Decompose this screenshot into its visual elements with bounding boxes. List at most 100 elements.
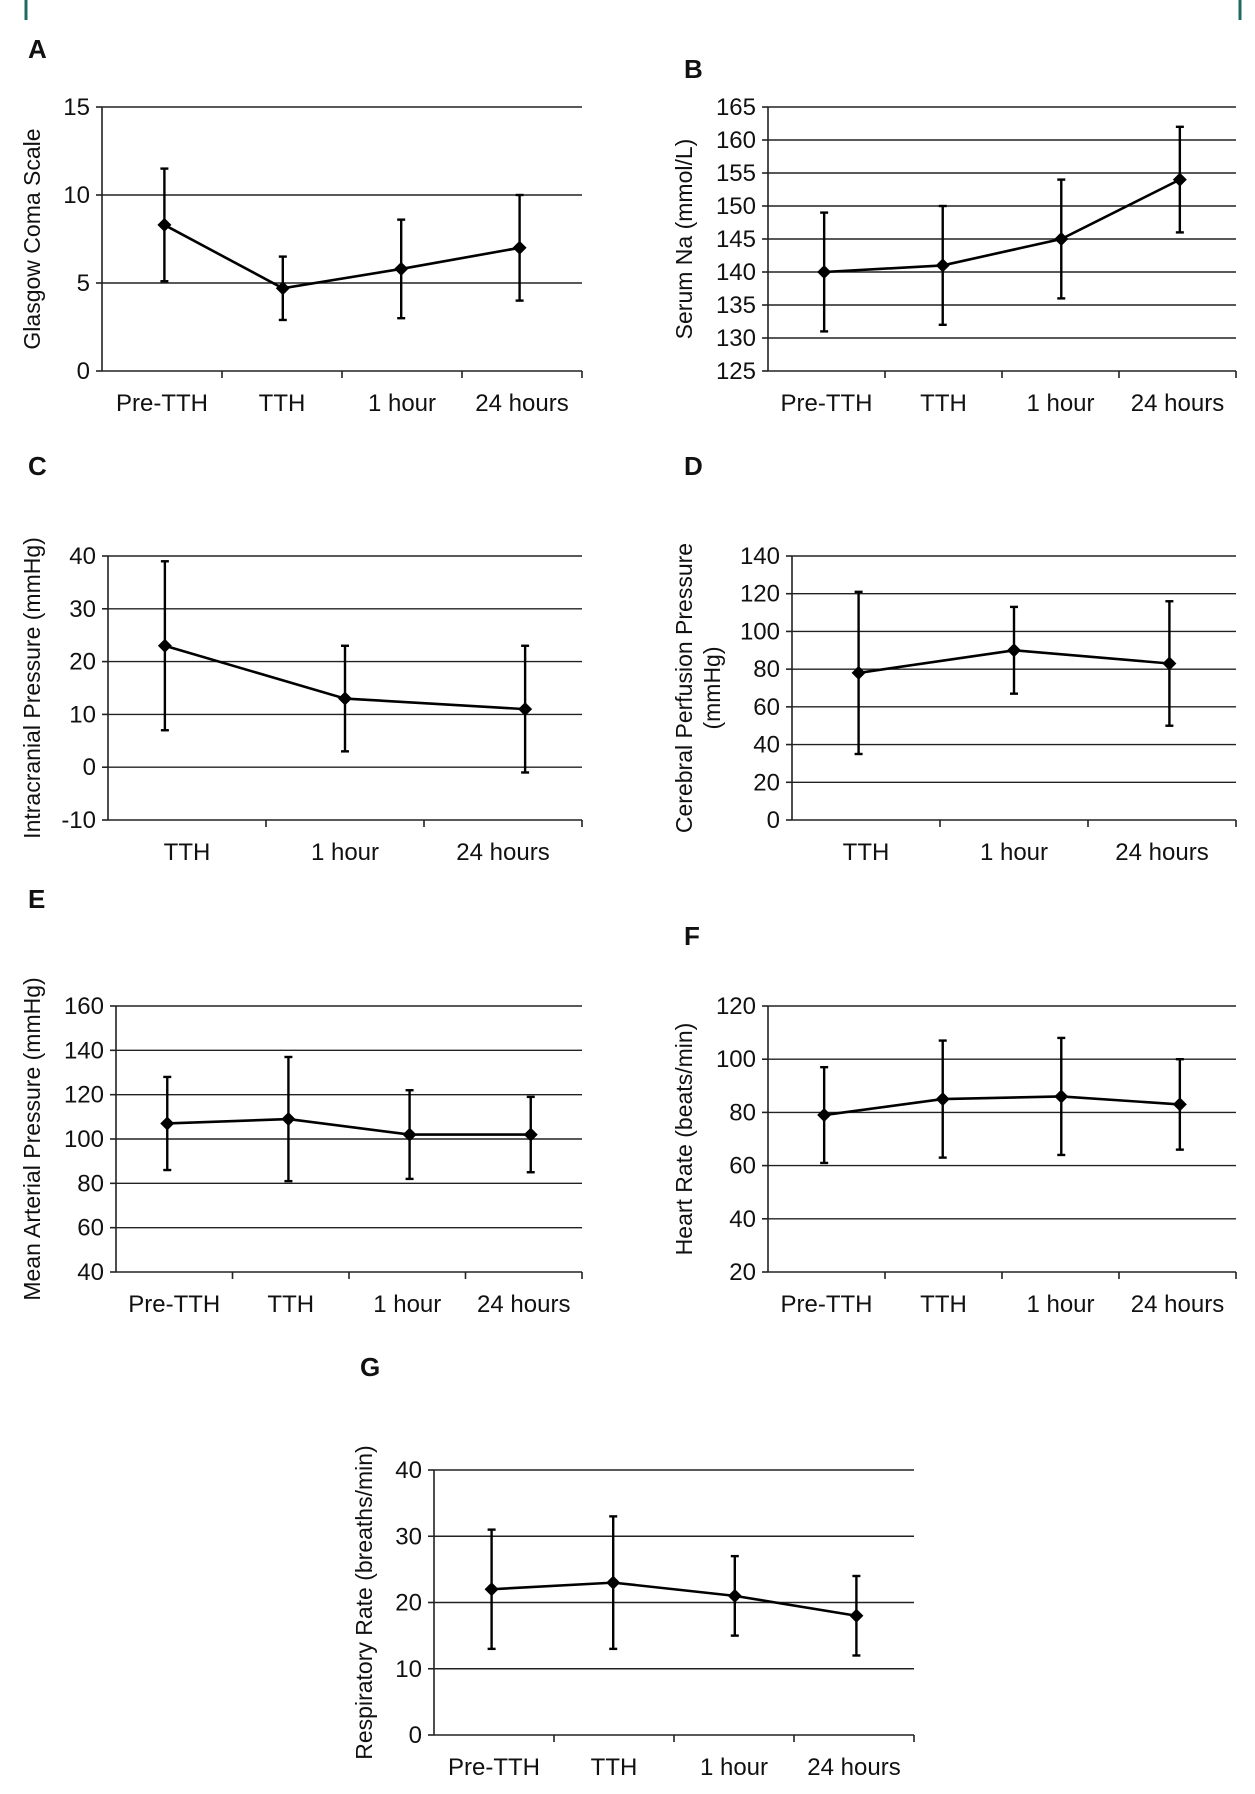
y-tick-label: 140 [740,543,780,570]
panel-c: C -10 0 10 20 30 40 TTH 1 hour 24 hours Intracrani… [19,451,583,866]
x-tick-label: 1 hour [980,839,1048,866]
data-point-marker [1054,232,1069,246]
y-tick-label: 40 [753,732,780,759]
data-point-marker [727,1588,742,1603]
data-point-marker [817,1108,832,1123]
data-point-marker [1162,656,1177,671]
x-tick-label: 1 hour [373,1291,441,1318]
y-tick-label: 40 [395,1457,422,1484]
y-tick-label: 20 [729,1259,756,1286]
data-point-marker [394,261,409,276]
y-tick-label: 140 [716,259,756,286]
y-axis-title: (mmHg) [699,646,725,729]
x-tick-label: TTH [920,390,967,417]
series-line [167,1117,531,1136]
panel-d: D 0 20 40 60 80 100 120 140 TTH 1 hour 24 hours Cere… [671,451,1237,866]
series-line [491,1581,857,1618]
x-tick-label: 1 hour [1026,1291,1094,1318]
x-tick-label: TTH [843,839,890,866]
x-tick-label: TTH [164,839,211,866]
x-tick-label: 24 hours [477,1291,570,1318]
x-tick-label: Pre-TTH [128,1291,220,1318]
y-axis-title: Glasgow Coma Scale [19,128,45,349]
y-tick-label: 0 [409,1722,422,1749]
y-tick-label: 60 [77,1215,104,1242]
x-tick-label: 1 hour [1026,390,1094,417]
y-tick-label: 40 [69,543,96,570]
y-tick-label: 165 [716,94,756,121]
x-tick-label: 1 hour [368,390,436,417]
x-tick-label: TTH [259,390,306,417]
panel-e: E 40 60 80 100 120 140 160 Pre-TTH TTH 1 hour 24 ho… [19,884,583,1318]
data-point-marker [817,265,832,279]
x-tick-label: Pre-TTH [448,1754,540,1781]
panel-label-e: E [28,884,45,914]
y-tick-label: 0 [77,358,90,385]
data-point-marker [1007,643,1021,658]
y-tick-label: 145 [716,226,756,253]
data-point-marker [518,702,533,717]
data-point-marker [512,240,527,255]
y-tick-label: 10 [63,182,90,209]
y-tick-label: 130 [716,325,756,352]
y-tick-label: 155 [716,160,756,187]
data-point-marker [523,1127,538,1142]
series-line [823,1095,1180,1117]
y-tick-label: 40 [77,1259,104,1286]
y-axis-title: Heart Rate (beats/min) [671,1023,697,1256]
y-tick-label: 80 [753,656,780,683]
data-point-marker [338,691,352,706]
y-tick-label: 30 [69,596,96,623]
data-point-marker [402,1127,417,1142]
y-axis-title: Serum Na (mmol/L) [671,139,697,340]
data-point-marker [935,1092,950,1107]
x-tick-label: Pre-TTH [781,390,873,417]
data-point-marker [484,1582,499,1597]
y-tick-label: 120 [716,993,756,1020]
y-axis-title: Mean Arterial Pressure (mmHg) [19,977,45,1300]
panel-label-g: G [360,1352,380,1382]
x-tick-label: 24 hours [1115,839,1208,866]
data-point-marker [157,638,172,653]
x-tick-label: TTH [591,1754,638,1781]
y-tick-label: 135 [716,292,756,319]
x-tick-label: 24 hours [456,839,549,866]
panel-f: F 20 40 60 80 100 120 Pre-TTH TTH 1 hour 24 hours H… [671,921,1237,1318]
y-tick-label: 125 [716,358,756,385]
data-point-marker [160,1116,175,1131]
data-point-marker [281,1112,296,1127]
y-tick-label: 15 [63,94,90,121]
data-point-marker [1172,1097,1187,1112]
y-axis-title: Cerebral Perfusion Pressure [671,543,697,833]
y-tick-label: 5 [77,270,90,297]
panel-label-c: C [28,451,47,481]
data-point-marker [157,217,172,232]
panel-b: B 125 130 135 140 145 150 155 160 165 Pre-TTH TTH 1 … [671,54,1237,417]
data-point-marker [606,1575,621,1590]
x-tick-label: 1 hour [700,1754,768,1781]
y-tick-label: 160 [64,993,104,1020]
data-point-marker [849,1608,864,1623]
y-tick-label: 20 [395,1590,422,1617]
x-tick-label: 24 hours [475,390,568,417]
data-point-marker [1172,172,1187,187]
y-tick-label: 60 [753,694,780,721]
y-tick-label: 160 [716,127,756,154]
y-tick-label: 10 [395,1656,422,1683]
panel-a: A 0 5 10 15 Pre-TTH TTH 1 hour 24 hours Glasgow C… [19,34,583,417]
y-tick-label: -10 [61,807,96,834]
x-tick-label: 24 hours [807,1754,900,1781]
x-tick-label: TTH [267,1291,314,1318]
x-tick-label: 1 hour [311,839,379,866]
panel-label-f: F [684,921,700,951]
y-tick-label: 120 [64,1082,104,1109]
y-tick-label: 80 [77,1170,104,1197]
y-tick-label: 100 [64,1126,104,1153]
y-tick-label: 100 [716,1046,756,1073]
y-tick-label: 100 [740,618,780,645]
data-point-marker [275,281,290,296]
y-tick-label: 60 [729,1153,756,1180]
series-line [824,178,1181,274]
data-point-marker [1054,1089,1069,1104]
